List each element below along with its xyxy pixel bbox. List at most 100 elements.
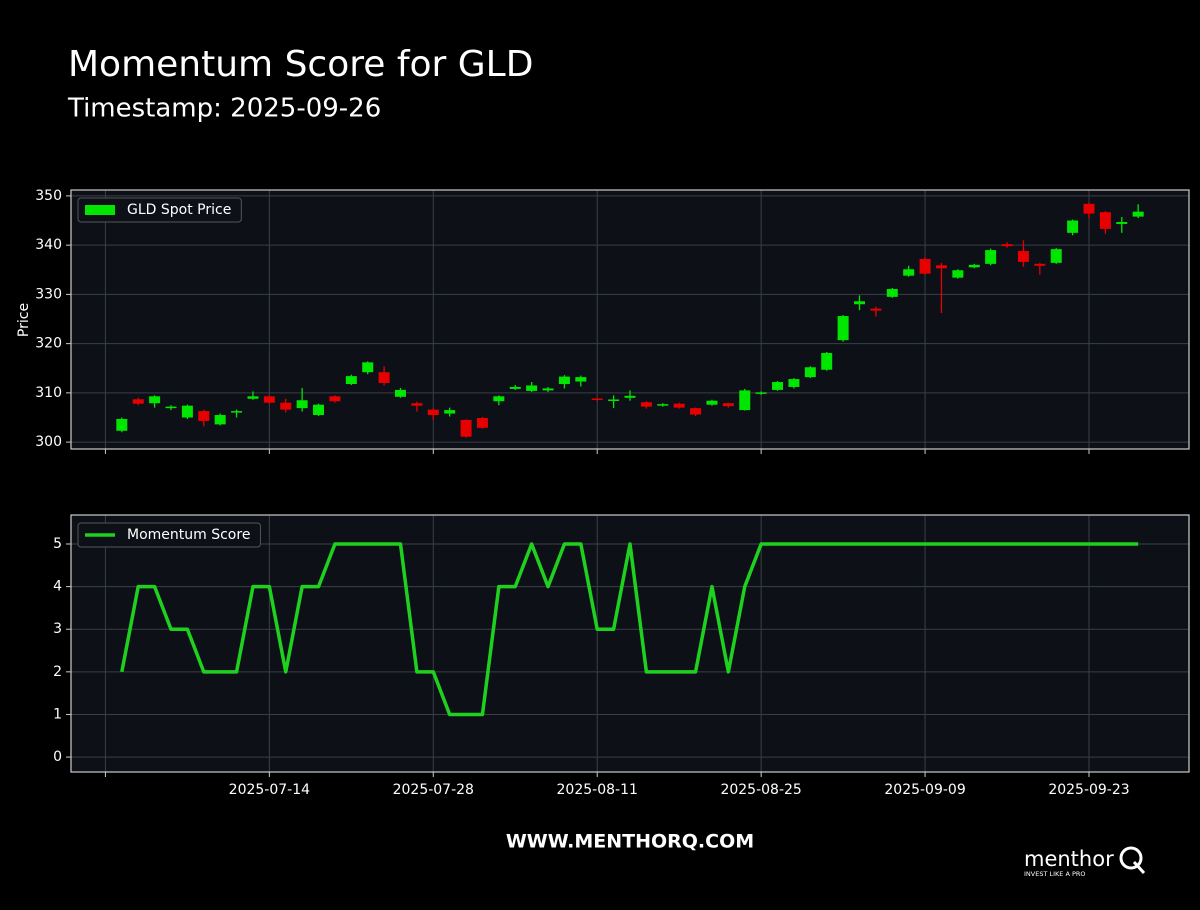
candle-body [116, 418, 128, 431]
candle-body [608, 399, 620, 402]
candle-body [509, 386, 521, 389]
logo-icon [1132, 860, 1146, 875]
candle-body [378, 372, 390, 384]
candle-body [706, 400, 718, 405]
candle-body [772, 382, 784, 390]
y-tick-label: 330 [35, 286, 62, 302]
candle-body [870, 308, 882, 311]
logo-tagline: INVEST LIKE A PRO [1024, 870, 1086, 878]
footer-url: WWW.MENTHORQ.COM [506, 831, 754, 853]
candle-body [526, 385, 538, 391]
candle-body [493, 396, 505, 402]
chart-subtitle: Timestamp: 2025-09-26 [67, 94, 381, 124]
candle-body [1017, 251, 1029, 262]
candle-body [1116, 222, 1128, 224]
x-tick-label: 2025-07-14 [229, 782, 310, 798]
candle-body [411, 403, 423, 406]
x-tick-label: 2025-07-28 [393, 782, 474, 798]
candle-body [968, 264, 980, 268]
candle-body [1067, 220, 1079, 233]
candle-body [739, 390, 751, 411]
candle-body [837, 316, 849, 341]
y-tick-label: 2 [53, 664, 62, 680]
y-tick-label: 340 [35, 237, 62, 253]
line-series [120, 542, 1139, 717]
y-tick-label: 1 [53, 706, 62, 722]
chart-title: Momentum Score for GLD [68, 44, 533, 85]
candle-body [919, 258, 931, 274]
candle-body [132, 399, 144, 404]
candle-body [821, 352, 833, 370]
candle-body [394, 389, 406, 397]
plot-border [70, 514, 1190, 773]
candle-body [886, 288, 898, 297]
y-tick-label: 4 [53, 579, 62, 595]
candle-body [231, 411, 243, 413]
candle-body [558, 376, 570, 385]
candle-body [280, 402, 292, 410]
candle-body [722, 403, 734, 407]
plot-border [70, 189, 1190, 450]
candle-body [755, 392, 767, 394]
candle-body [345, 376, 357, 385]
candle-body [247, 396, 259, 399]
candle-body [788, 379, 800, 387]
candle-body [149, 396, 161, 404]
legend-frame [77, 522, 261, 548]
candle-body [476, 417, 488, 428]
candle-body [460, 419, 472, 437]
candle-body [263, 396, 275, 403]
candle-body [1001, 244, 1013, 247]
candle-body [1083, 203, 1095, 214]
candle-body [542, 388, 554, 391]
y-tick-label: 3 [53, 621, 62, 637]
candle-body [854, 301, 866, 305]
candle-body [313, 404, 325, 416]
candle-body [1050, 249, 1062, 263]
candle-body [1132, 211, 1144, 217]
y-tick-label: 5 [53, 536, 62, 552]
y-tick-label: 300 [35, 434, 62, 450]
candle-body [362, 362, 374, 373]
candle-body [804, 367, 816, 378]
candle-body [296, 400, 308, 409]
candle-body [591, 398, 603, 401]
candle-body [214, 415, 226, 425]
y-tick-label: 0 [53, 749, 62, 765]
legend-label: GLD Spot Price [127, 202, 231, 218]
candle-body [1099, 212, 1111, 229]
candle-body [657, 404, 669, 406]
candle-body [198, 411, 210, 421]
candle-body [1034, 263, 1046, 266]
logo-brand: menthor [1024, 847, 1114, 871]
y-tick-label: 310 [35, 385, 62, 401]
candle-body [690, 408, 702, 415]
candle-body [427, 409, 439, 416]
x-tick-label: 2025-09-09 [884, 782, 965, 798]
candle-body [935, 265, 947, 269]
legend-frame [77, 197, 242, 223]
y-tick-label: 350 [35, 188, 62, 204]
x-tick-label: 2025-08-11 [557, 782, 638, 798]
plot-area [71, 190, 1189, 449]
x-tick-label: 2025-08-25 [720, 782, 801, 798]
candle-body [952, 270, 964, 278]
candle-body [181, 405, 193, 418]
logo-icon [1119, 846, 1143, 870]
legend-swatch [85, 205, 115, 215]
candle-body [673, 403, 685, 408]
candle-body [444, 410, 456, 414]
candle-body [624, 395, 636, 398]
candle-body [329, 396, 341, 402]
plot-area [71, 515, 1189, 772]
candle-body [165, 406, 177, 409]
x-tick-label: 2025-09-23 [1048, 782, 1129, 798]
candle-body [575, 377, 587, 382]
legend-label: Momentum Score [127, 527, 250, 543]
y-axis-label: Price [16, 303, 32, 337]
candle-body [985, 250, 997, 264]
y-tick-label: 320 [35, 336, 62, 352]
candle-body [903, 269, 915, 276]
